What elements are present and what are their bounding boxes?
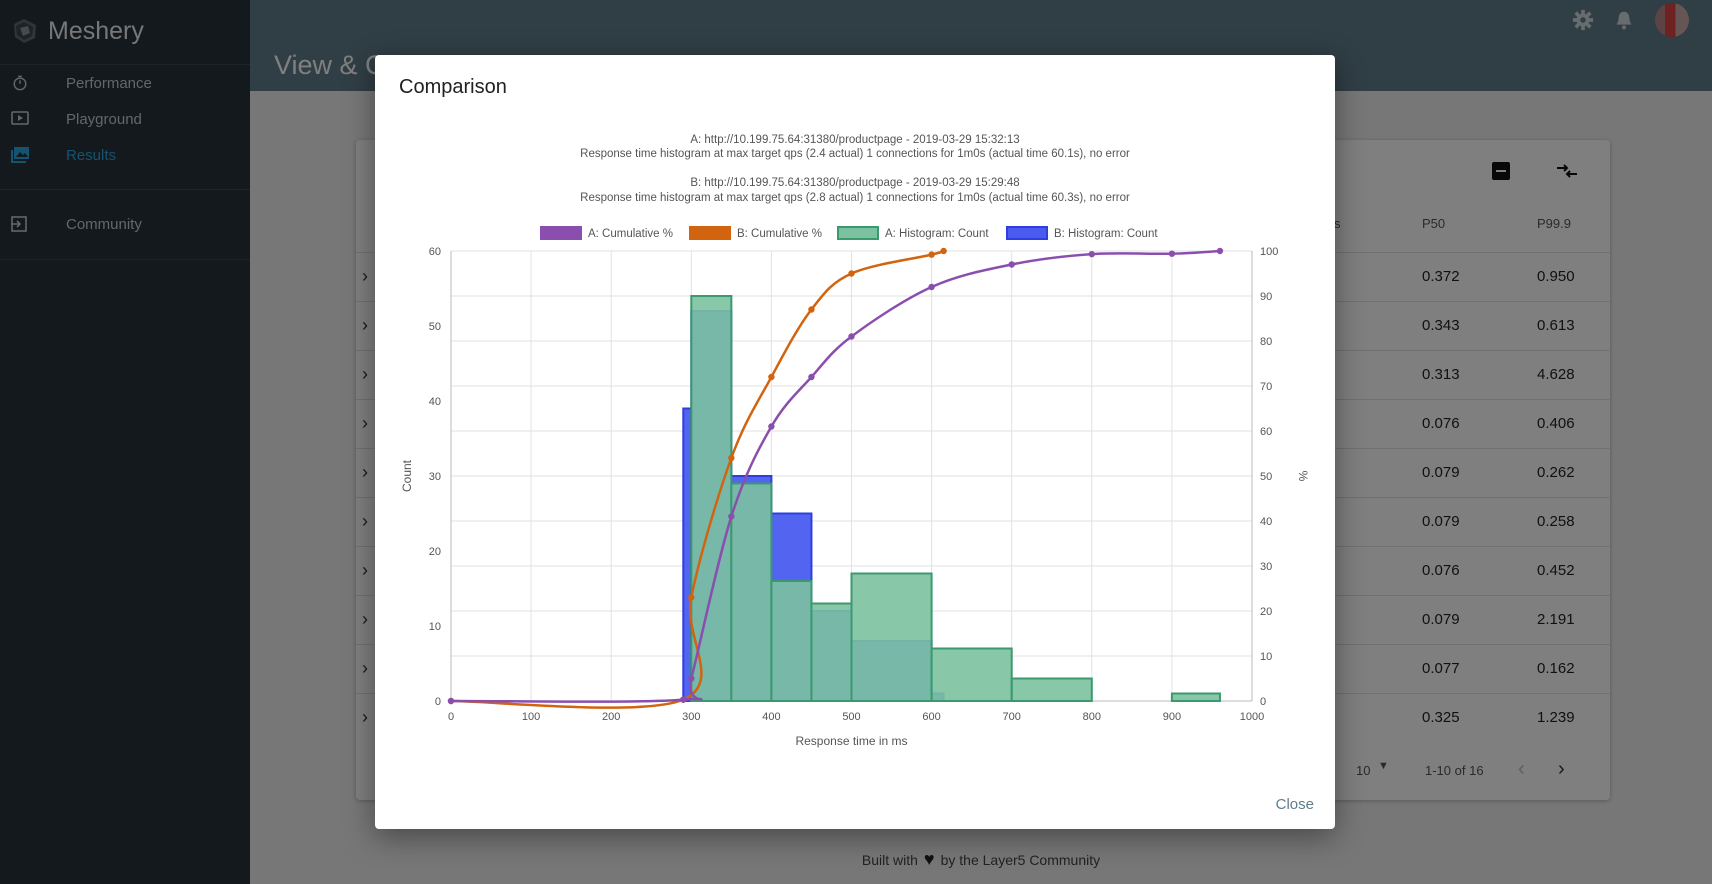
legend-swatch <box>689 226 731 240</box>
x-tick-label: 1000 <box>1240 711 1264 723</box>
cumulative-a-point <box>688 675 695 682</box>
legend-swatch <box>1006 226 1048 240</box>
cumulative-b-point <box>768 373 775 381</box>
y2-tick-label: 70 <box>1260 381 1272 393</box>
comparison-dialog: Comparison A: http://10.199.75.64:31380/… <box>375 55 1335 829</box>
histogram-bar-a <box>810 602 853 702</box>
cumulative-a-line <box>450 249 1221 703</box>
y-tick-label: 10 <box>429 621 441 633</box>
y-tick-label: 0 <box>435 696 441 708</box>
x-tick-label: 800 <box>1083 711 1101 723</box>
legend-swatch <box>837 226 879 240</box>
chart-title-line: Response time histogram at max target qp… <box>580 192 1130 204</box>
histogram-bar-a <box>1010 677 1093 702</box>
histogram-bar-a <box>850 572 933 702</box>
cumulative-a-point <box>447 697 455 705</box>
legend-label: A: Histogram: Count <box>885 228 989 240</box>
y2-tick-label: 40 <box>1260 516 1272 528</box>
chart-title-line: Response time histogram at max target qp… <box>580 148 1130 160</box>
x-tick-label: 0 <box>448 711 454 723</box>
x-axis-label: Response time in ms <box>795 734 907 748</box>
y2-tick-label: 30 <box>1260 561 1272 573</box>
dialog-title: Comparison <box>399 76 507 98</box>
histogram-bar-a <box>930 647 1013 702</box>
comparison-chart: A: http://10.199.75.64:31380/productpage… <box>400 134 1310 748</box>
cumulative-b-point <box>848 270 855 277</box>
cumulative-b-point <box>808 306 815 313</box>
histogram-bar-a <box>690 295 733 702</box>
x-tick-label: 900 <box>1163 711 1181 723</box>
cumulative-b-point <box>928 251 935 258</box>
y-tick-label: 40 <box>429 396 441 408</box>
cumulative-b-point <box>940 247 947 255</box>
histogram-bar-a <box>770 580 813 702</box>
x-tick-label: 200 <box>602 711 620 723</box>
y2-tick-label: 20 <box>1260 606 1272 618</box>
cumulative-a-point <box>680 696 687 703</box>
y2-tick-label: 0 <box>1260 696 1266 708</box>
legend-label: A: Cumulative % <box>588 228 673 240</box>
legend-label: B: Cumulative % <box>737 228 822 240</box>
y-axis-label: Count <box>400 459 414 492</box>
cumulative-a-point <box>768 423 775 430</box>
x-tick-label: 100 <box>522 711 540 723</box>
x-tick-label: 400 <box>762 711 780 723</box>
x-tick-label: 700 <box>1003 711 1021 723</box>
x-tick-label: 600 <box>922 711 940 723</box>
y-tick-label: 30 <box>429 471 441 483</box>
cumulative-a-point <box>1168 250 1176 257</box>
y2-tick-label: 10 <box>1260 651 1272 663</box>
cumulative-a-point <box>848 333 855 340</box>
y-tick-label: 60 <box>429 246 441 258</box>
cumulative-a-point <box>1088 250 1095 258</box>
cumulative-a-point <box>1008 261 1015 268</box>
cumulative-a-point <box>808 373 815 381</box>
chart-title-line: A: http://10.199.75.64:31380/productpage… <box>690 134 1019 146</box>
y-tick-label: 20 <box>429 546 441 558</box>
y2-tick-label: 80 <box>1260 336 1272 348</box>
histogram-bar-b <box>682 407 693 702</box>
x-tick-label: 300 <box>682 711 700 723</box>
chart-title-line: B: http://10.199.75.64:31380/productpage… <box>690 177 1019 189</box>
legend-swatch <box>540 226 582 240</box>
close-button[interactable]: Close <box>1275 796 1314 813</box>
legend-label: B: Histogram: Count <box>1054 228 1158 240</box>
cumulative-a-point <box>728 513 735 520</box>
cumulative-a-point <box>928 283 935 291</box>
y2-tick-label: 100 <box>1260 246 1278 258</box>
cumulative-b-point <box>688 594 695 601</box>
cumulative-a-point <box>1216 247 1224 255</box>
y2-axis-label: % <box>1296 471 1310 482</box>
histogram-bar-a <box>1170 692 1221 702</box>
y2-tick-label: 50 <box>1260 471 1272 483</box>
x-tick-label: 500 <box>842 711 860 723</box>
y2-tick-label: 60 <box>1260 426 1272 438</box>
y2-tick-label: 90 <box>1260 291 1272 303</box>
cumulative-b-point <box>728 454 735 462</box>
histogram-bar-a <box>730 482 773 702</box>
y-tick-label: 50 <box>429 321 441 333</box>
